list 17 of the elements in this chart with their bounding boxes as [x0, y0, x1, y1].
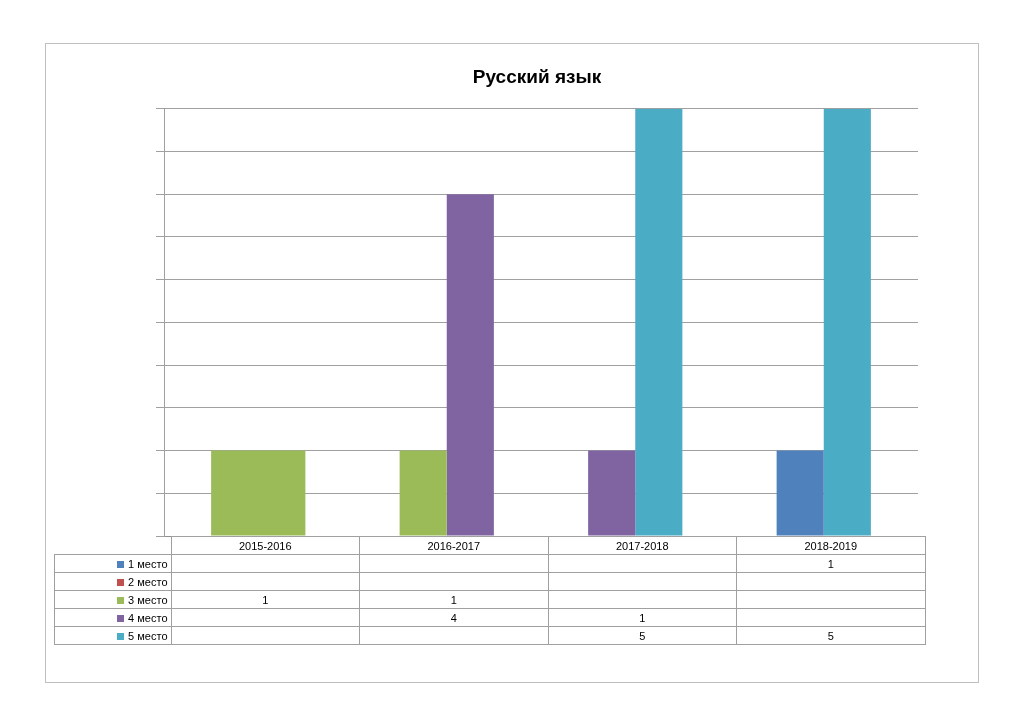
- data-label: 5: [736, 626, 925, 645]
- data-label: 1: [171, 590, 360, 609]
- legend-label: 1 место: [54, 554, 171, 573]
- legend-label: 2 место: [54, 572, 171, 591]
- legend-label: 5 место: [54, 626, 171, 645]
- chart-title: Русский язык: [472, 65, 602, 87]
- x-tick-label: 2015-2016: [171, 536, 360, 555]
- legend-label: 4 место: [54, 608, 171, 627]
- x-tick-label: 2016-2017: [359, 536, 548, 555]
- data-label: 1: [359, 590, 548, 609]
- data-label: 1: [736, 554, 925, 573]
- legend-label: 3 место: [54, 590, 171, 609]
- data-label: 5: [548, 626, 737, 645]
- x-tick-label: 2018-2019: [736, 536, 925, 555]
- x-tick-label: 2017-2018: [548, 536, 737, 555]
- data-label: 4: [359, 608, 548, 627]
- data-label: 1: [548, 608, 737, 627]
